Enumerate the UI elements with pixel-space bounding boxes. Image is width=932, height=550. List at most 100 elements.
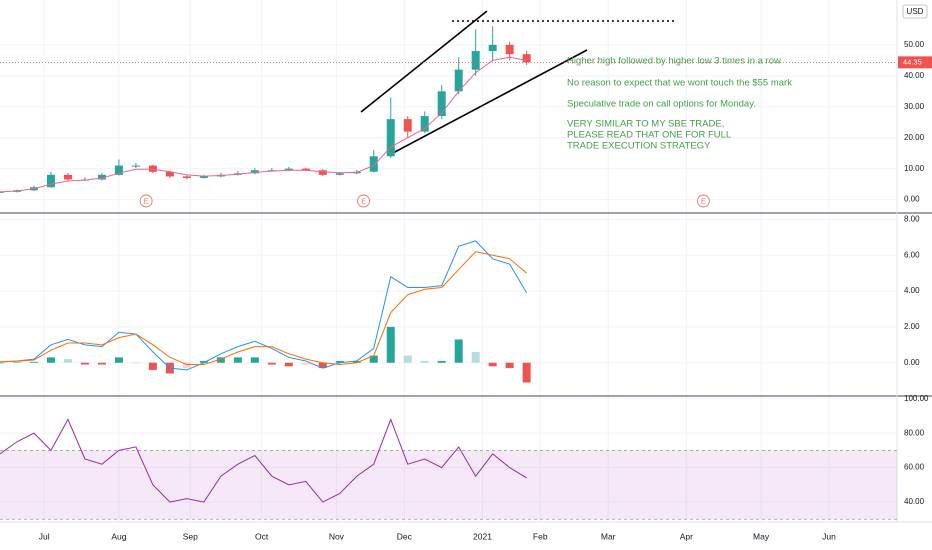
candle-body xyxy=(131,165,140,167)
y-tick-label: 30.00 xyxy=(904,102,925,111)
macd-histogram-bar xyxy=(403,355,412,363)
x-tick-label: Feb xyxy=(533,531,548,541)
macd-histogram-bar xyxy=(352,360,361,363)
annotation: VERY SIMILAR TO MY SBE TRADE, xyxy=(567,119,724,130)
y-tick-label: 0.00 xyxy=(904,358,920,367)
macd-histogram-bar xyxy=(80,362,89,365)
candle-body xyxy=(199,176,208,178)
y-tick-label: 40.00 xyxy=(904,71,925,80)
y-tick-label: 50.00 xyxy=(904,40,925,49)
candle-body xyxy=(386,119,395,157)
event-marker xyxy=(357,194,371,208)
candle-body xyxy=(420,116,429,132)
x-tick-label: Jun xyxy=(822,531,836,541)
macd-histogram-bar xyxy=(148,362,157,370)
macd-histogram-bar xyxy=(12,362,21,363)
candle-body xyxy=(301,168,310,171)
candle-body xyxy=(437,91,446,117)
candle-body xyxy=(454,69,463,92)
y-tick-label: 8.00 xyxy=(904,214,920,223)
annotation: TRADE EXECUTION STRATEGY xyxy=(567,141,711,152)
macd-histogram-bar xyxy=(301,362,310,365)
candle-body xyxy=(505,44,514,55)
x-tick-label: Jul xyxy=(39,531,50,541)
candle-body xyxy=(46,174,55,188)
candle-body xyxy=(63,174,72,180)
candle-body xyxy=(522,54,531,63)
candle-body xyxy=(369,156,378,172)
event-label: E xyxy=(144,198,149,205)
candle-body xyxy=(97,174,106,180)
macd-histogram-bar xyxy=(454,339,463,363)
grid xyxy=(0,0,897,522)
candle-body xyxy=(0,191,4,193)
y-tick-label: 80.00 xyxy=(904,428,925,437)
trendline-lower xyxy=(392,49,588,154)
macd-histogram-bar xyxy=(233,357,242,363)
y-tick-label: 60.00 xyxy=(904,463,925,472)
candle-body xyxy=(284,168,293,171)
candle-body xyxy=(250,170,259,174)
rsi-band xyxy=(0,450,897,520)
signal-line xyxy=(0,251,527,366)
event-label: E xyxy=(701,198,706,205)
x-tick-label: Sep xyxy=(183,531,198,541)
y-tick-label: 10.00 xyxy=(904,164,925,173)
macd-histogram-bar xyxy=(29,361,38,363)
macd-histogram-bar xyxy=(437,360,446,363)
trendline-upper xyxy=(360,10,488,113)
macd-histogram-bar xyxy=(318,362,327,369)
macd-histogram-bar xyxy=(0,362,4,364)
y-tick-label: 20.00 xyxy=(904,133,925,142)
x-tick-label: 2021 xyxy=(473,531,492,541)
candle-body xyxy=(488,44,497,52)
candle-body xyxy=(114,165,123,175)
macd-histogram-bar xyxy=(250,357,259,363)
candle-body xyxy=(335,173,344,175)
candle-body xyxy=(403,119,412,132)
event-marker xyxy=(696,194,710,208)
annotation: PLEASE READ THAT ONE FOR FULL xyxy=(567,130,731,141)
y-tick-label: 2.00 xyxy=(904,322,920,331)
candle-body xyxy=(318,170,327,175)
annotation: No reason to expect that we wont touch t… xyxy=(567,78,792,89)
x-tick-label: Apr xyxy=(680,531,693,541)
x-tick-label: Mar xyxy=(601,531,616,541)
macd-histogram-bar xyxy=(471,351,480,363)
candle-body xyxy=(165,171,174,177)
candle-body xyxy=(182,176,191,178)
y-tick-label: 6.00 xyxy=(904,250,920,259)
x-tick-label: May xyxy=(753,531,770,541)
macd-histogram-bar xyxy=(131,362,140,364)
annotation: Higher high followed by higher low 3 tim… xyxy=(567,56,781,67)
x-tick-label: Oct xyxy=(255,531,269,541)
x-tick-label: Aug xyxy=(111,531,126,541)
macd-histogram-bar xyxy=(488,362,497,367)
y-tick-label: 40.00 xyxy=(904,497,925,506)
x-tick-label: Dec xyxy=(397,531,413,541)
macd-histogram-bar xyxy=(369,355,378,363)
macd-histogram-bar xyxy=(335,360,344,363)
macd-histogram-bar xyxy=(46,357,55,363)
currency-box xyxy=(902,4,928,19)
macd-histogram-bar xyxy=(505,362,514,369)
macd-histogram-bar xyxy=(420,360,429,363)
rsi-line xyxy=(0,417,527,503)
last-price-label: 44.35 xyxy=(903,57,922,66)
macd-histogram-bar xyxy=(267,362,276,365)
last-price-box xyxy=(898,56,932,69)
macd-histogram-bar xyxy=(114,357,123,363)
macd-histogram-bar xyxy=(97,362,106,365)
macd-line xyxy=(0,240,528,371)
event-label: E xyxy=(361,198,366,205)
macd-histogram-bar xyxy=(63,359,72,363)
macd-histogram-bar xyxy=(182,362,191,369)
y-tick-label: 100.00 xyxy=(904,394,929,403)
macd-histogram-bar xyxy=(522,362,531,383)
macd-histogram-bar xyxy=(199,360,208,363)
y-tick-label: 0.00 xyxy=(904,195,920,204)
macd-histogram-bar xyxy=(216,357,225,363)
